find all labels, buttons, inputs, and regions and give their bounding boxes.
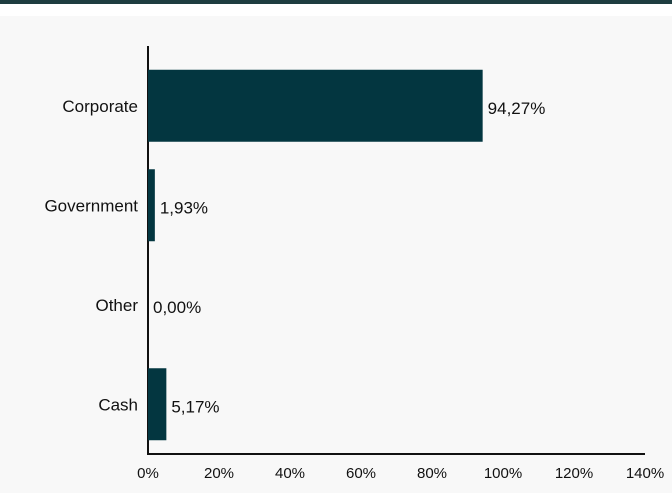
x-tick-label: 120% <box>555 465 593 482</box>
category-label-other: Other <box>95 296 138 315</box>
value-label-government: 1,93% <box>160 198 208 217</box>
x-tick-label: 100% <box>484 465 522 482</box>
x-tick-label: 40% <box>275 465 305 482</box>
category-label-government: Government <box>44 196 138 215</box>
value-label-other: 0,00% <box>153 298 201 317</box>
x-tick-label: 60% <box>346 465 376 482</box>
category-label-cash: Cash <box>98 395 138 414</box>
top-rule <box>0 0 672 4</box>
bar-government <box>148 169 155 242</box>
x-tick-label: 20% <box>204 465 234 482</box>
value-label-corporate: 94,27% <box>488 99 546 118</box>
category-label-corporate: Corporate <box>62 97 138 116</box>
bar-cash <box>148 368 167 441</box>
x-tick-label: 0% <box>137 465 159 482</box>
bar-corporate <box>148 69 483 142</box>
value-label-cash: 5,17% <box>171 397 219 416</box>
x-tick-label: 140% <box>626 465 664 482</box>
x-tick-label: 80% <box>417 465 447 482</box>
